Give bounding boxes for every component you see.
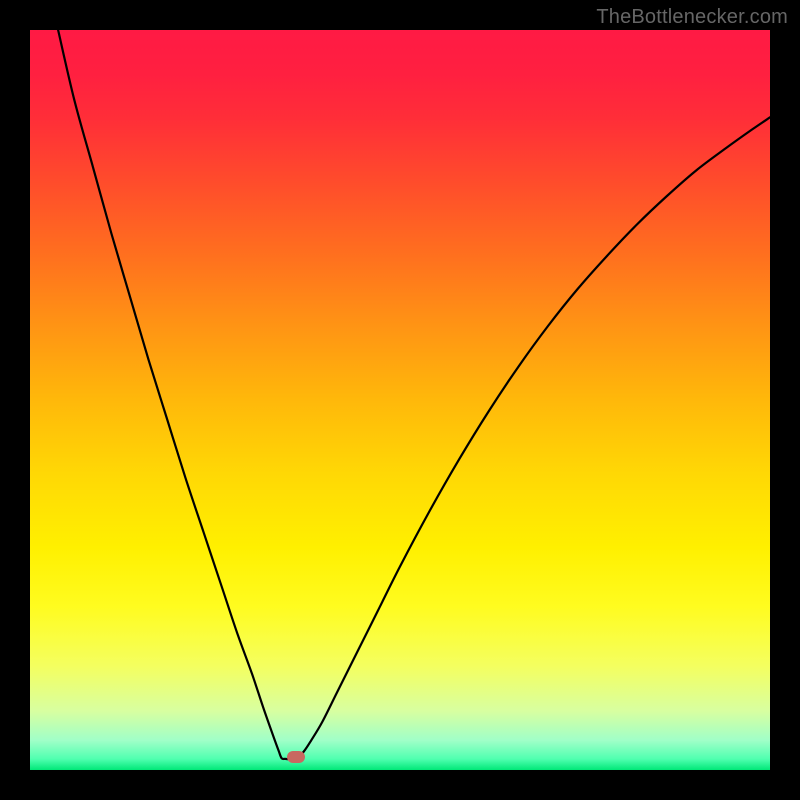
watermark-text: TheBottlenecker.com — [596, 6, 788, 29]
bottleneck-curve — [30, 30, 770, 770]
optimum-marker — [287, 751, 305, 763]
plot-area — [30, 30, 770, 770]
